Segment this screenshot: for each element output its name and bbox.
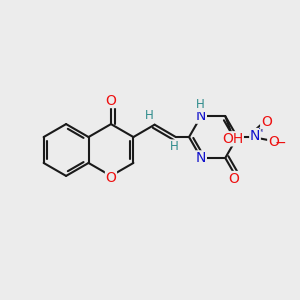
Text: N: N <box>196 109 206 123</box>
Text: O: O <box>106 94 116 107</box>
Text: H: H <box>170 140 179 153</box>
Text: OH: OH <box>222 132 243 146</box>
Text: N: N <box>196 151 206 165</box>
Text: O: O <box>229 172 239 186</box>
Text: −: − <box>274 136 286 150</box>
Text: +: + <box>257 124 265 134</box>
Text: H: H <box>145 109 154 122</box>
Text: N: N <box>250 129 260 142</box>
Text: H: H <box>196 98 205 111</box>
Text: O: O <box>261 115 272 129</box>
Text: O: O <box>268 135 279 149</box>
Text: O: O <box>106 171 116 185</box>
